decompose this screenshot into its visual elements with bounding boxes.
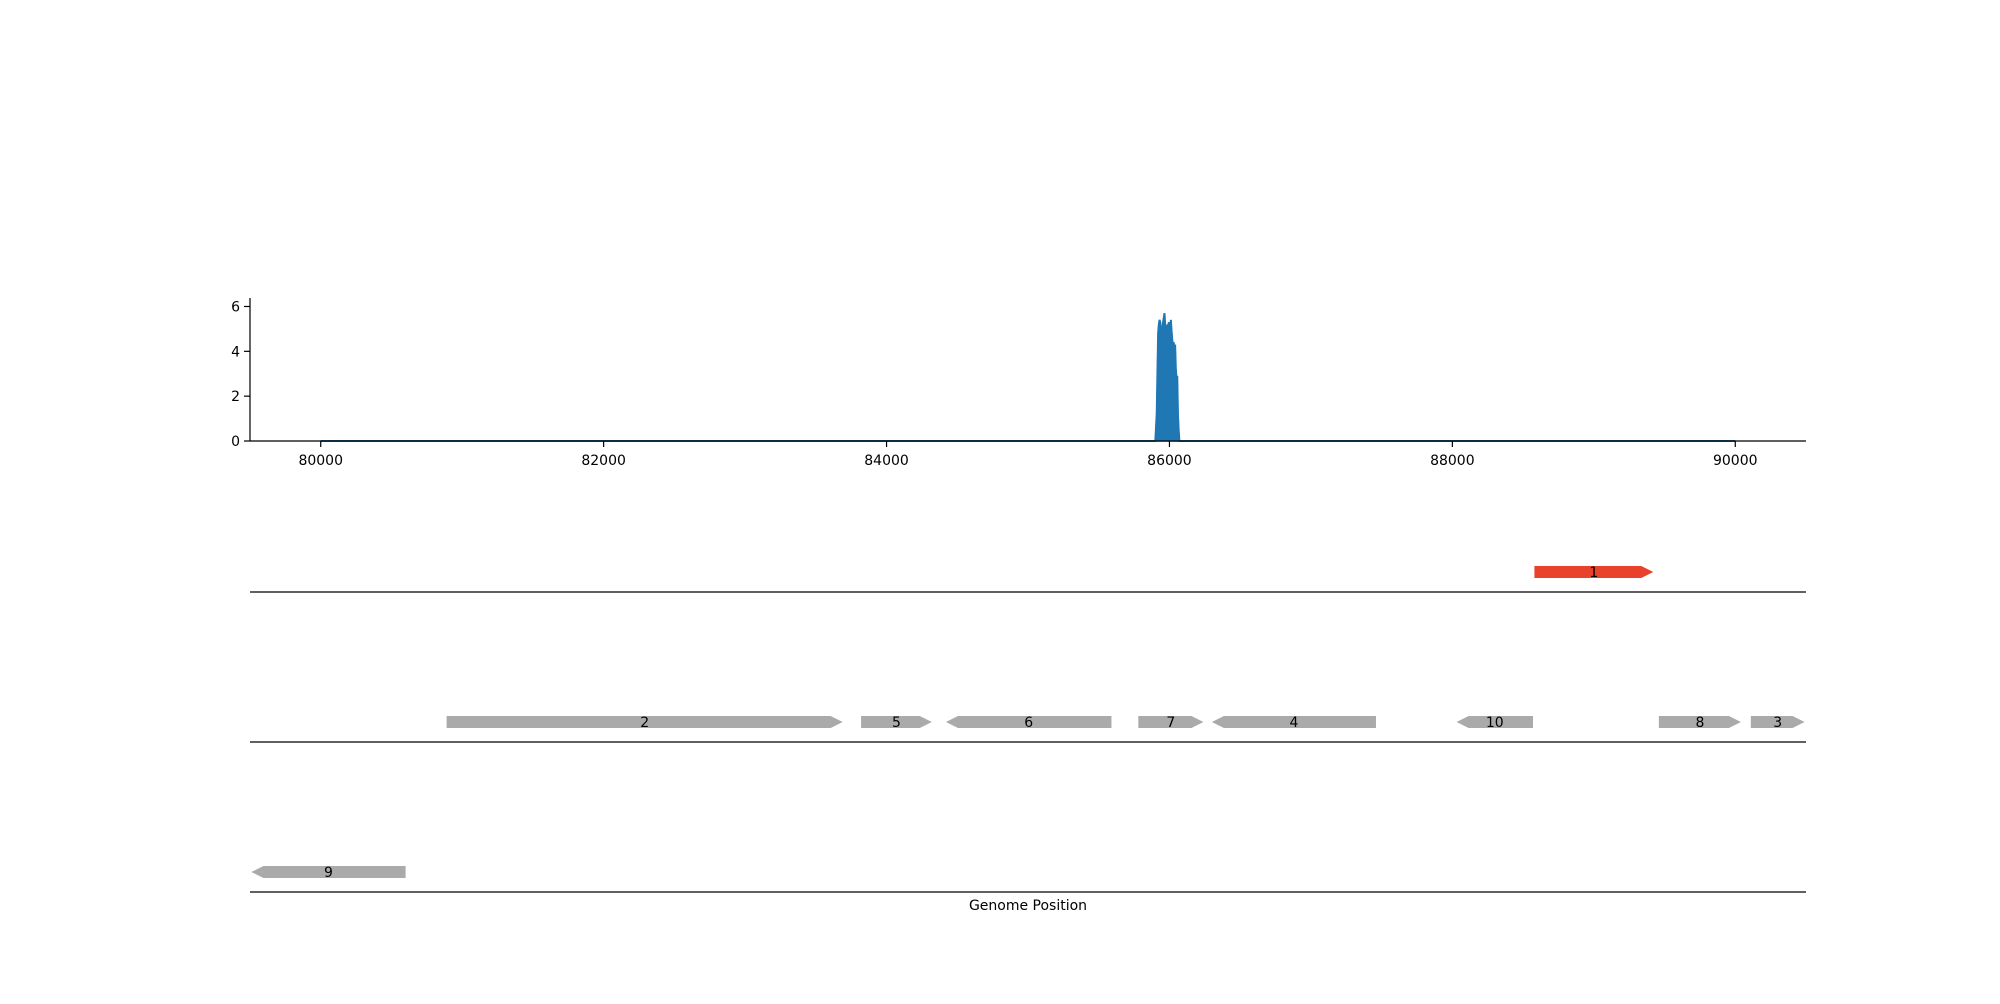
gene-arrow-6 [945, 716, 1112, 728]
gene-arrow-8 [1658, 716, 1741, 728]
x-tick-label-88000: 88000 [1430, 453, 1475, 469]
gene-arrow-1 [1534, 566, 1654, 578]
gene-label-8: 8 [1695, 715, 1704, 731]
gene-arrow-10 [1456, 716, 1533, 728]
x-tick-label-80000: 80000 [298, 453, 343, 469]
gene-label-3: 3 [1773, 715, 1782, 731]
y-tick-label-2: 2 [231, 389, 240, 405]
gene-arrow-2 [446, 716, 843, 728]
coverage-line-series-0 [320, 313, 1736, 442]
x-tick-label-84000: 84000 [864, 453, 909, 469]
gene-arrow-3 [1750, 716, 1805, 728]
gene-arrow-4 [1211, 716, 1376, 728]
y-tick-label-0: 0 [231, 434, 240, 450]
y-tick-label-4: 4 [231, 344, 240, 360]
x-tick-label-86000: 86000 [1147, 453, 1192, 469]
coverage-x-ticks: 80000 82000 84000 86000 88000 90000 [298, 441, 1758, 469]
gene-arrow-5 [861, 716, 932, 728]
gene-label-10: 10 [1486, 715, 1504, 731]
gene-arrows-layer: 1 2 5 6 7 4 10 8 3 9 [251, 565, 1805, 881]
gene-label-5: 5 [892, 715, 901, 731]
gene-arrow-7 [1138, 716, 1204, 728]
coverage-area-series-0 [320, 313, 1736, 442]
gene-label-4: 4 [1289, 715, 1298, 731]
gene-label-6: 6 [1024, 715, 1033, 731]
coverage-panel: 0 2 4 6 80000 82000 84000 86000 88000 90000 [231, 298, 1806, 469]
gene-label-2: 2 [640, 715, 649, 731]
x-tick-label-90000: 90000 [1713, 453, 1758, 469]
gene-label-7: 7 [1166, 715, 1175, 731]
gene-label-9: 9 [324, 865, 333, 881]
x-tick-label-82000: 82000 [581, 453, 626, 469]
gene-label-1: 1 [1589, 565, 1598, 581]
coverage-area-layer [320, 313, 1736, 442]
gene-track-baselines [250, 591, 1806, 893]
gene-arrow-9 [251, 866, 406, 878]
gene-x-axis-label: Genome Position [969, 898, 1087, 914]
coverage-y-ticks: 0 2 4 6 [231, 299, 250, 450]
y-tick-label-6: 6 [231, 299, 240, 315]
gene-panel: 1 2 5 6 7 4 10 8 3 9 Genome Position [250, 565, 1806, 914]
